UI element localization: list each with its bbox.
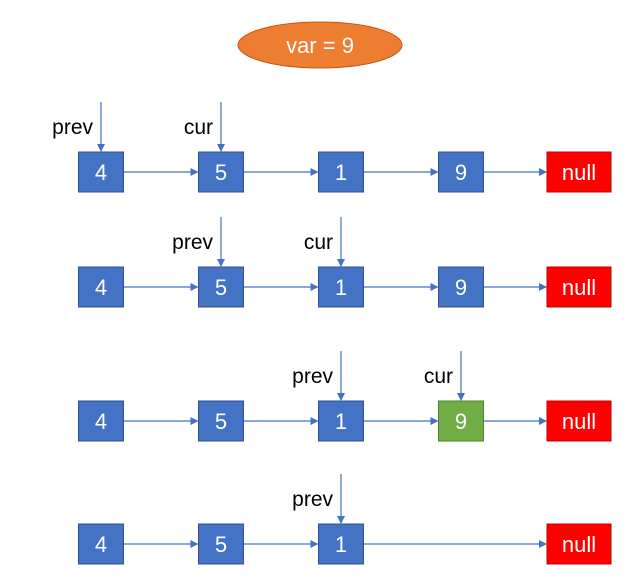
list-node: 5 bbox=[198, 151, 244, 193]
node-box bbox=[198, 523, 244, 565]
node-box bbox=[78, 523, 124, 565]
pointer-prev: prev bbox=[52, 102, 105, 152]
node-box bbox=[438, 266, 484, 308]
pointer-label: cur bbox=[304, 231, 333, 254]
pointer-label: prev bbox=[52, 116, 93, 139]
list-node: 5 bbox=[198, 266, 244, 308]
node-box bbox=[546, 266, 612, 308]
node-value: null bbox=[562, 160, 596, 185]
list-node: 4 bbox=[78, 523, 124, 565]
node-box bbox=[198, 266, 244, 308]
list-node: 1 bbox=[318, 151, 364, 193]
node-value: 9 bbox=[455, 409, 467, 434]
list-node: 1 bbox=[318, 400, 364, 442]
pointer-prev: prev bbox=[172, 217, 225, 267]
node-box bbox=[438, 400, 484, 442]
node-value: 4 bbox=[95, 160, 107, 185]
rows-layer: 4 5 1 9 null prev cur 4 5 1 9 null prev cur 4 5 1 9 null pr… bbox=[52, 102, 612, 565]
node-value: null bbox=[562, 409, 596, 434]
pointer-prev: prev bbox=[292, 474, 345, 524]
node-box bbox=[318, 151, 364, 193]
list-row-1: 4 5 1 9 null prev cur bbox=[52, 102, 612, 193]
node-box bbox=[78, 266, 124, 308]
pointer-label: prev bbox=[172, 231, 213, 254]
list-row-3: 4 5 1 9 null prev cur bbox=[78, 351, 612, 442]
node-value: 4 bbox=[95, 532, 107, 557]
var-badge-shape bbox=[237, 21, 403, 69]
node-value: 1 bbox=[335, 532, 347, 557]
node-value: 5 bbox=[215, 160, 227, 185]
node-value: 5 bbox=[215, 409, 227, 434]
list-row-4: 4 5 1 null prev bbox=[78, 474, 612, 565]
list-node: 4 bbox=[78, 400, 124, 442]
var-badge-label: var = 9 bbox=[286, 33, 354, 58]
null-node: null bbox=[546, 266, 612, 308]
pointer-prev: prev bbox=[292, 351, 345, 401]
pointer-cur: cur bbox=[184, 102, 225, 152]
node-box bbox=[78, 151, 124, 193]
node-box bbox=[198, 151, 244, 193]
node-box bbox=[198, 400, 244, 442]
null-node: null bbox=[546, 151, 612, 193]
node-box bbox=[438, 151, 484, 193]
list-node: 5 bbox=[198, 523, 244, 565]
pointer-label: prev bbox=[292, 365, 333, 388]
list-node: 5 bbox=[198, 400, 244, 442]
node-value: 1 bbox=[335, 160, 347, 185]
node-value: 4 bbox=[95, 275, 107, 300]
node-box bbox=[318, 266, 364, 308]
node-box bbox=[78, 400, 124, 442]
pointer-label: cur bbox=[424, 365, 453, 388]
node-box bbox=[546, 400, 612, 442]
node-value: null bbox=[562, 532, 596, 557]
node-box bbox=[546, 523, 612, 565]
list-node: 9 bbox=[438, 151, 484, 193]
node-value: 9 bbox=[455, 160, 467, 185]
node-value: 1 bbox=[335, 275, 347, 300]
list-node: 4 bbox=[78, 266, 124, 308]
list-node: 9 bbox=[438, 266, 484, 308]
node-value: 4 bbox=[95, 409, 107, 434]
node-value: 5 bbox=[215, 275, 227, 300]
node-box bbox=[546, 151, 612, 193]
list-node: 9 bbox=[438, 400, 484, 442]
pointer-label: prev bbox=[292, 488, 333, 511]
list-node: 4 bbox=[78, 151, 124, 193]
list-row-2: 4 5 1 9 null prev cur bbox=[78, 217, 612, 308]
pointer-cur: cur bbox=[304, 217, 345, 267]
null-node: null bbox=[546, 400, 612, 442]
node-value: 1 bbox=[335, 409, 347, 434]
node-box bbox=[318, 523, 364, 565]
list-node: 1 bbox=[318, 266, 364, 308]
list-node: 1 bbox=[318, 523, 364, 565]
node-value: null bbox=[562, 275, 596, 300]
null-node: null bbox=[546, 523, 612, 565]
node-box bbox=[318, 400, 364, 442]
pointer-label: cur bbox=[184, 116, 213, 139]
pointer-cur: cur bbox=[424, 351, 465, 401]
node-value: 9 bbox=[455, 275, 467, 300]
node-value: 5 bbox=[215, 532, 227, 557]
var-badge: var = 9 bbox=[237, 21, 403, 69]
